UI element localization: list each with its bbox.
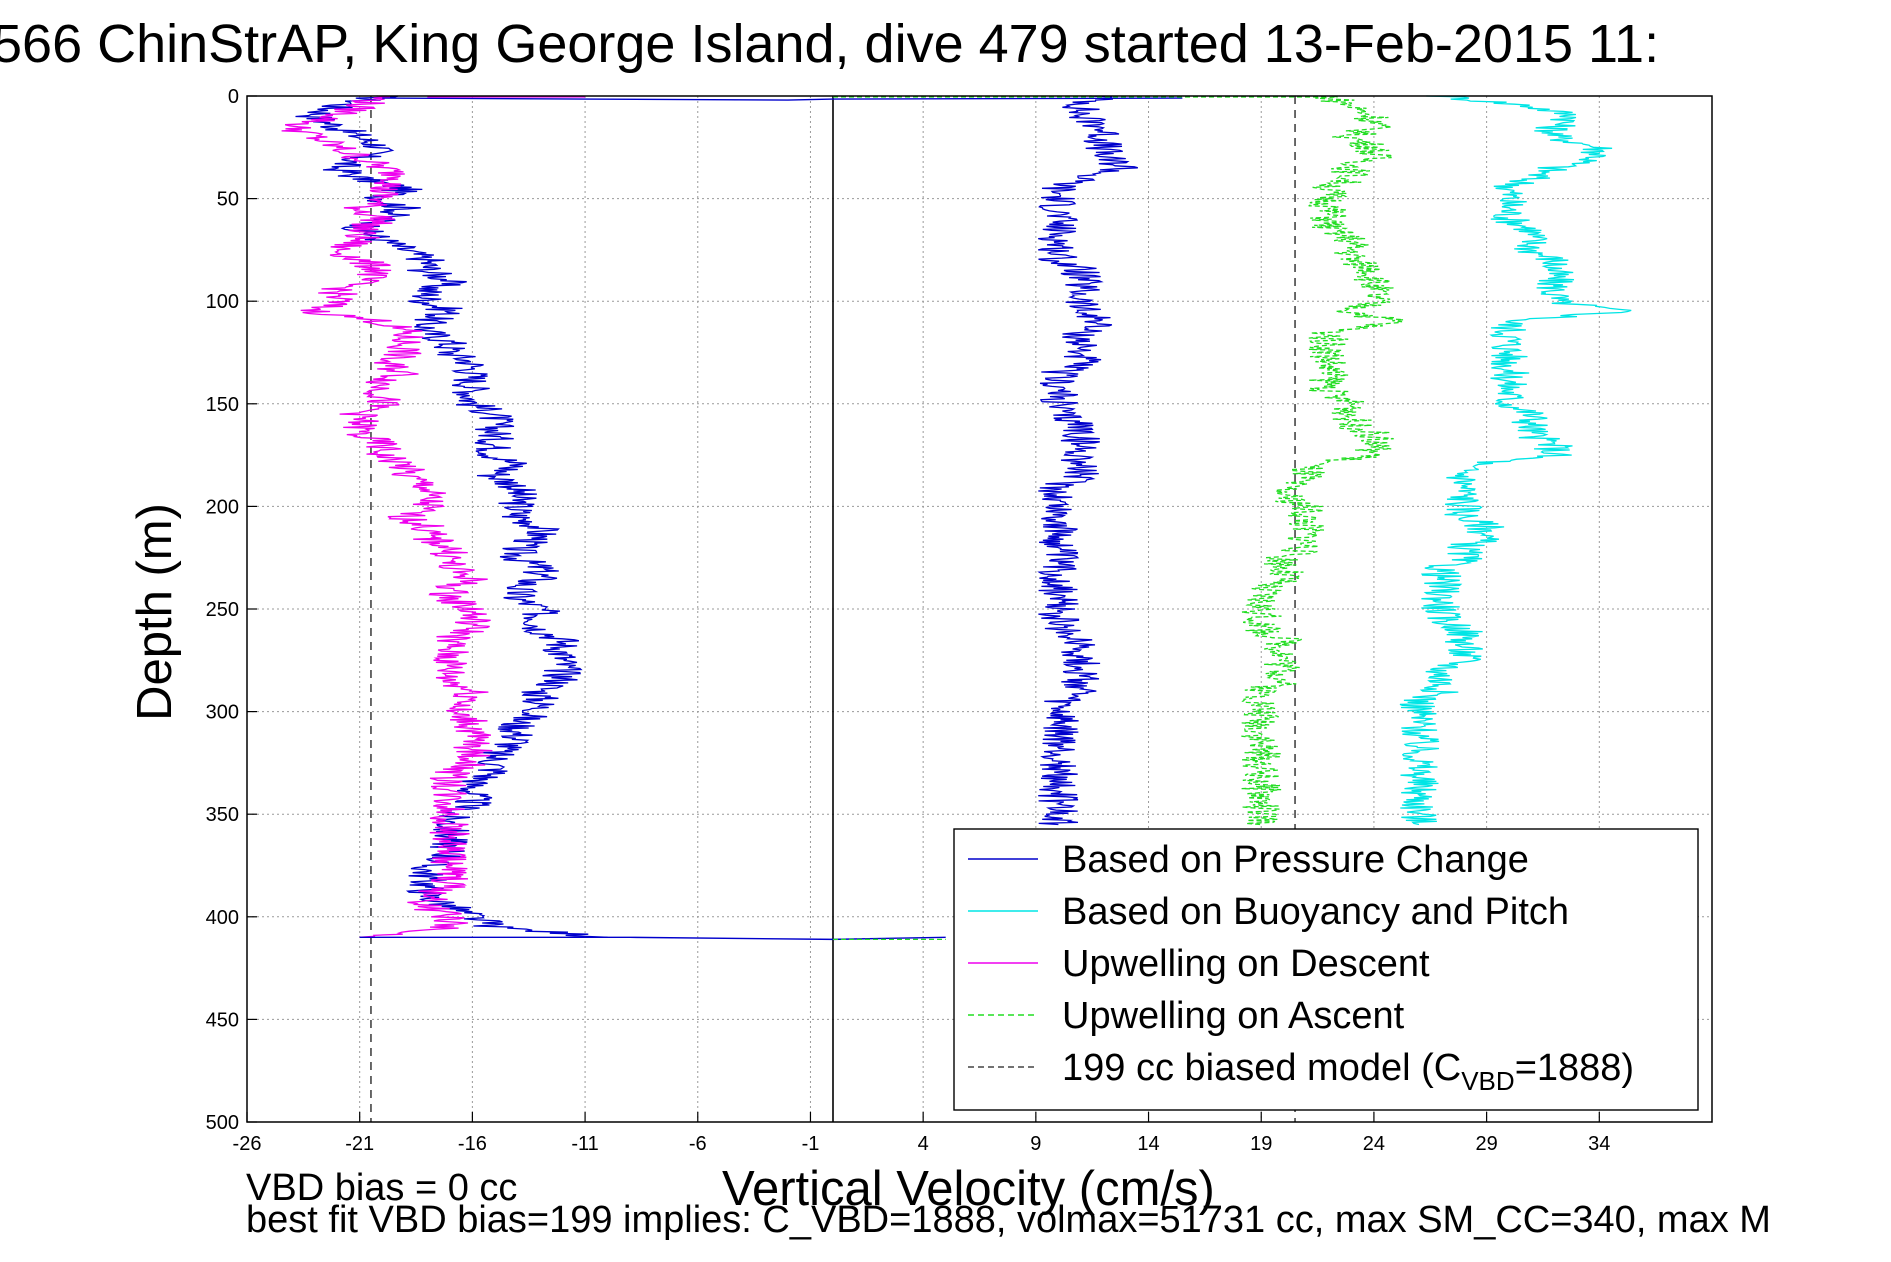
y-tick-label: 200 bbox=[206, 496, 239, 518]
x-tick-label: -26 bbox=[233, 1133, 262, 1155]
legend-box bbox=[953, 828, 1699, 1111]
legend-label-1: Based on Pressure Change bbox=[1062, 839, 1529, 881]
x-tick-label: 4 bbox=[918, 1133, 929, 1155]
series-lines bbox=[281, 95, 1632, 941]
legend: Based on Pressure Change Based on Buoyanc… bbox=[953, 828, 1699, 1111]
surface-transition-line bbox=[382, 97, 1183, 101]
y-axis-label: Depth (m) bbox=[128, 503, 182, 721]
y-tick-label: 500 bbox=[206, 1112, 239, 1134]
x-tick-label: 19 bbox=[1250, 1133, 1272, 1155]
x-tick-label: 29 bbox=[1475, 1133, 1497, 1155]
legend-label-5: 199 cc biased model (CVBD=1888) bbox=[1062, 1047, 1634, 1096]
series-line-4 bbox=[1240, 95, 1404, 826]
y-tick-label: 250 bbox=[206, 599, 239, 621]
y-tick-label: 400 bbox=[206, 907, 239, 929]
y-tick-label: 450 bbox=[206, 1009, 239, 1031]
bottom-transition-line bbox=[359, 936, 946, 941]
x-tick-label: -11 bbox=[571, 1133, 598, 1155]
series-line-2 bbox=[1399, 95, 1632, 826]
x-tick-label: -1 bbox=[802, 1133, 820, 1155]
chart-title: 566 ChinStrAP, King George Island, dive … bbox=[0, 14, 1660, 74]
y-tick-label: 0 bbox=[228, 86, 239, 108]
legend-label-3: Upwelling on Descent bbox=[1062, 943, 1430, 985]
y-tick-label: 350 bbox=[206, 804, 239, 826]
x-tick-label: 14 bbox=[1137, 1133, 1159, 1155]
x-tick-label: -6 bbox=[689, 1133, 707, 1155]
series-line-3 bbox=[281, 95, 493, 938]
x-tick-label: -21 bbox=[345, 1133, 374, 1155]
x-tick-label: 9 bbox=[1030, 1133, 1041, 1155]
axis-ticks: -26 -21 -16 -11 -6 -1 4 9 14 19 24 29 34 0 50 100 150 200… bbox=[206, 86, 1611, 1155]
legend-label-2: Based on Buoyancy and Pitch bbox=[1062, 891, 1569, 933]
x-tick-label: 24 bbox=[1363, 1133, 1385, 1155]
x-axis-label: Vertical Velocity (cm/s) bbox=[722, 1162, 1215, 1216]
y-tick-label: 100 bbox=[206, 291, 239, 313]
y-tick-label: 300 bbox=[206, 702, 239, 724]
y-tick-label: 50 bbox=[217, 189, 239, 211]
x-tick-label: -16 bbox=[458, 1133, 487, 1155]
footer-vbd-bias: VBD bias = 0 cc bbox=[246, 1167, 518, 1209]
footer-best-fit: best fit VBD bias=199 implies: C_VBD=188… bbox=[246, 1199, 1771, 1241]
series-line-1 bbox=[295, 95, 608, 938]
series-line-1 bbox=[1037, 95, 1138, 826]
legend-label-4: Upwelling on Ascent bbox=[1062, 995, 1405, 1037]
x-tick-label: 34 bbox=[1588, 1133, 1610, 1155]
y-tick-label: 150 bbox=[206, 394, 239, 416]
